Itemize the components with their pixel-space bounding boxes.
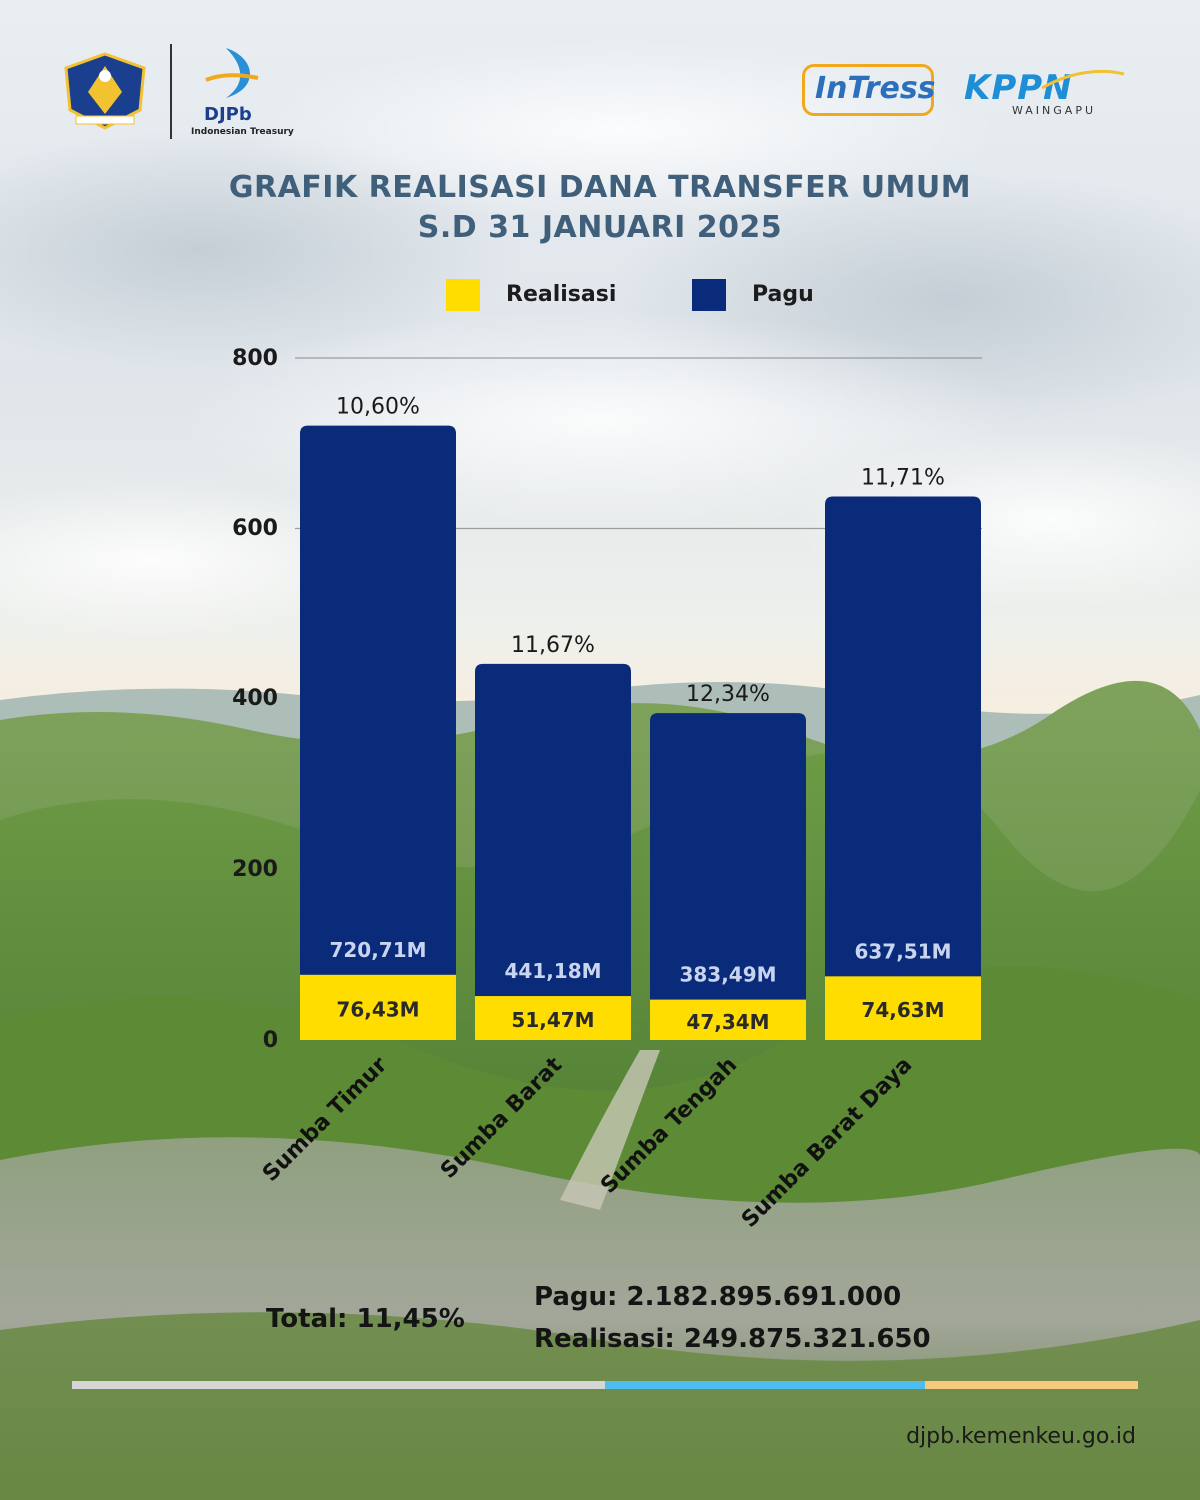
footer-bar-orange: [925, 1381, 1138, 1389]
category-label-3: Sumba Barat Daya: [737, 1053, 917, 1233]
bar-realisasi-1: [475, 996, 631, 1040]
bar-chart: 76,43M 720,71M 10,60% Sumba Timur 51,47M 441,…: [258, 357, 982, 1233]
kppn-subtitle: WAINGAPU: [1012, 104, 1097, 117]
chart-title-line-2: S.D 31 JANUARI 2025: [417, 210, 783, 245]
kemenkeu-logo: [64, 52, 146, 130]
djpb-name: DJPb: [204, 104, 252, 125]
legend-label-pagu: Pagu: [752, 282, 814, 307]
label-realisasi-3: 74,63M: [861, 998, 944, 1022]
label-percent-3: 11,71%: [861, 466, 945, 491]
bar-realisasi-2: [650, 999, 806, 1040]
legend-swatch-realisasi: [446, 279, 480, 311]
label-percent-2: 12,34%: [686, 682, 770, 707]
legend-label-realisasi: Realisasi: [506, 282, 617, 307]
footer-bar-grey: [72, 1381, 605, 1389]
label-percent-1: 11,67%: [511, 633, 595, 658]
logo-divider: [170, 44, 172, 139]
y-tick-600: 600: [232, 516, 278, 541]
djpb-subtitle: Indonesian Treasury: [191, 127, 294, 137]
label-pagu-0: 720,71M: [329, 938, 426, 962]
total-percentage: Total: 11,45%: [266, 1304, 465, 1334]
kppn-logo-text: KPPN: [964, 68, 1073, 108]
legend-swatch-pagu: [692, 279, 726, 311]
bar-realisasi-0: [300, 974, 456, 1040]
total-realisasi: Realisasi: 249.875.321.650: [534, 1324, 931, 1354]
djpb-logo-mark: [205, 48, 259, 98]
label-realisasi-0: 76,43M: [336, 997, 419, 1021]
kppn-swoosh-icon: [1041, 69, 1125, 90]
y-tick-200: 200: [232, 857, 278, 882]
footer-url: djpb.kemenkeu.go.id: [906, 1424, 1136, 1449]
label-pagu-1: 441,18M: [504, 959, 601, 983]
category-label-2: Sumba Tengah: [596, 1053, 742, 1199]
label-percent-0: 10,60%: [336, 395, 420, 420]
bar-pagu-3: [825, 496, 981, 977]
y-tick-400: 400: [232, 686, 278, 711]
footer-bar-blue: [605, 1381, 925, 1389]
chart-title-line-1: GRAFIK REALISASI DANA TRANSFER UMUM: [228, 170, 972, 205]
bar-pagu-1: [475, 663, 631, 997]
intress-logo: InTress: [802, 64, 936, 116]
category-label-1: Sumba Barat: [436, 1052, 568, 1184]
y-tick-800: 800: [232, 346, 278, 371]
bar-realisasi-3: [825, 976, 981, 1040]
y-tick-0: 0: [262, 1028, 278, 1053]
total-pagu: Pagu: 2.182.895.691.000: [534, 1282, 902, 1312]
category-label-0: Sumba Timur: [258, 1052, 392, 1186]
intress-text: InTress: [815, 71, 936, 106]
bar-pagu-2: [650, 713, 806, 1000]
bar-pagu-0: [300, 425, 456, 975]
label-realisasi-1: 51,47M: [511, 1008, 594, 1032]
label-realisasi-2: 47,34M: [686, 1010, 769, 1034]
label-pagu-2: 383,49M: [679, 963, 776, 987]
label-pagu-3: 637,51M: [854, 939, 951, 963]
